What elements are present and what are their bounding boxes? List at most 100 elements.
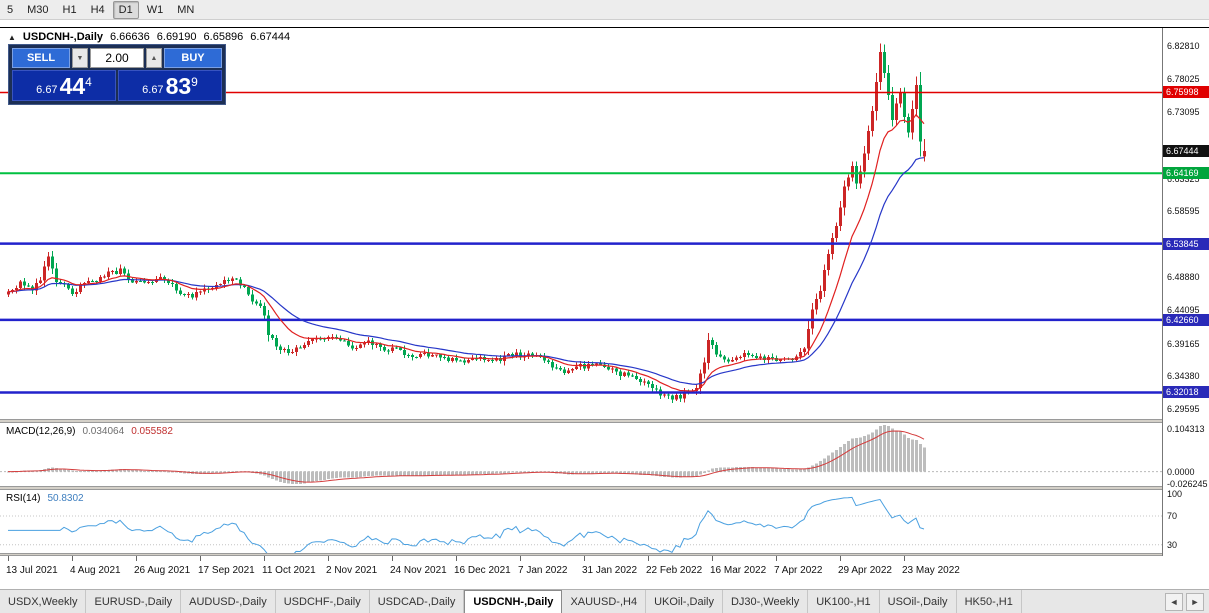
scale-label: 6.78025	[1167, 73, 1200, 84]
scale-label: 6.58595	[1167, 206, 1200, 217]
chart-tab-usdcad-daily[interactable]: USDCAD-,Daily	[370, 590, 465, 613]
time-label: 4 Aug 2021	[70, 565, 121, 576]
timeframe-button-5[interactable]: 5	[7, 3, 14, 16]
rsi-name: RSI(14)	[6, 493, 41, 504]
volume-input[interactable]	[90, 48, 144, 68]
rsi-line	[8, 496, 925, 553]
ma-fast-line	[7, 113, 925, 392]
time-tick	[712, 556, 713, 561]
ma-slow-line	[7, 157, 925, 386]
macd-name: MACD(12,26,9)	[6, 426, 76, 437]
tab-scroll-left-icon[interactable]: ◄	[1165, 592, 1183, 611]
pane-separator[interactable]	[0, 486, 1209, 490]
rsi-pane-svg[interactable]	[0, 490, 1162, 553]
time-label: 11 Oct 2021	[262, 565, 316, 576]
chart-tab-audusd-daily[interactable]: AUDUSD-,Daily	[181, 590, 276, 613]
scale-label: 0.104313	[1167, 424, 1205, 434]
timeframe-button-m30[interactable]: M30	[27, 3, 49, 16]
chart-tab-usdx-weekly[interactable]: USDX,Weekly	[0, 590, 87, 613]
buy-price-pip: 9	[191, 75, 198, 89]
chart-tab-bar: USDX,Weekly EURUSD-,Daily AUDUSD-,Daily USD…	[0, 589, 1209, 613]
scale-label: 6.39165	[1167, 338, 1200, 349]
time-label: 16 Mar 2022	[710, 565, 767, 576]
time-tick	[520, 556, 521, 561]
timeframe-button-d1[interactable]: D1	[112, 0, 139, 19]
time-label: 7 Jan 2022	[518, 565, 568, 576]
chart-tab-uk100-h1[interactable]: UK100-,H1	[808, 590, 880, 613]
time-tick	[584, 556, 585, 561]
chart-tab-eurusd-daily[interactable]: EURUSD-,Daily	[86, 590, 182, 613]
ohlc-open: 6.66636	[110, 31, 150, 43]
time-label: 16 Dec 2021	[454, 565, 511, 576]
chart-frame-line	[0, 27, 1209, 28]
timeframe-button-mn[interactable]: MN	[177, 3, 195, 16]
rsi-value: 50.8302	[47, 493, 84, 504]
chart-tab-hk50-h1[interactable]: HK50-,H1	[957, 590, 1022, 613]
ohlc-high: 6.69190	[156, 31, 197, 43]
chart-tab-usoil-daily[interactable]: USOil-,Daily	[880, 590, 957, 613]
scale-label: 6.82810	[1167, 41, 1200, 51]
time-tick	[328, 556, 329, 561]
chart-tab-dj30-weekly[interactable]: DJ30-,Weekly	[723, 590, 809, 613]
time-tick	[8, 556, 9, 561]
price-line-badge: 6.42660	[1163, 313, 1209, 326]
macd-pane-svg[interactable]	[0, 423, 1162, 486]
price-line-badge: 6.53845	[1163, 237, 1209, 250]
price-line-badge: 6.32018	[1163, 386, 1209, 399]
scale-label: 6.73095	[1167, 107, 1200, 118]
sell-button[interactable]: SELL	[12, 48, 70, 68]
scale-label: 6.48880	[1167, 272, 1200, 283]
volume-increase-button[interactable]: ▲	[146, 48, 162, 68]
buy-price-display[interactable]: 6.67 83 9	[118, 70, 222, 101]
timeframe-bar: 5 M30 H1 H4 D1 W1 MN	[0, 0, 1209, 20]
time-label: 24 Nov 2021	[390, 565, 447, 576]
scale-label: 100	[1167, 489, 1183, 500]
macd-signal-line	[8, 430, 925, 483]
pane-separator[interactable]	[0, 419, 1209, 423]
buy-button[interactable]: BUY	[164, 48, 222, 68]
time-label: 2 Nov 2021	[326, 565, 378, 576]
ohlc-close: 6.67444	[250, 31, 291, 43]
time-label: 31 Jan 2022	[582, 565, 638, 576]
sell-price-pip: 4	[85, 75, 92, 89]
buy-price-big: 83	[165, 73, 192, 99]
scale-label: 6.29595	[1167, 404, 1200, 414]
sell-price-display[interactable]: 6.67 44 4	[12, 70, 116, 101]
time-tick	[904, 556, 905, 561]
main-chart-svg[interactable]	[0, 28, 1162, 419]
scale-label: 6.44095	[1167, 305, 1200, 316]
one-click-trading-panel: SELL ▼ ▲ BUY 6.67 44 4 6.67 83 9	[8, 44, 226, 105]
chart-title: ▲ USDCNH-,Daily 6.66636 6.69190 6.65896 …	[8, 31, 290, 43]
macd-indicator-label: MACD(12,26,9) 0.034064 0.055582	[6, 426, 173, 437]
chart-tab-ukoil-daily[interactable]: UKOil-,Daily	[646, 590, 723, 613]
time-tick	[136, 556, 137, 561]
rsi-indicator-label: RSI(14) 50.8302	[6, 493, 84, 504]
scale-label: 0.0000	[1167, 466, 1195, 477]
time-label: 26 Aug 2021	[134, 565, 191, 576]
pane-separator[interactable]	[0, 553, 1209, 556]
scale-label: 30	[1167, 539, 1178, 550]
collapse-arrow-icon[interactable]: ▲	[8, 32, 16, 42]
scale-label: 70	[1167, 511, 1178, 521]
timeframe-button-h4[interactable]: H4	[90, 3, 105, 16]
time-tick	[648, 556, 649, 561]
chart-tab-xauusd-h4[interactable]: XAUUSD-,H4	[562, 590, 647, 613]
time-label: 7 Apr 2022	[774, 565, 823, 576]
timeframe-button-w1[interactable]: W1	[146, 3, 164, 16]
chart-tab-usdchf-daily[interactable]: USDCHF-,Daily	[276, 590, 370, 613]
volume-decrease-button[interactable]: ▼	[72, 48, 88, 68]
scale-label: 6.34380	[1167, 371, 1200, 382]
chart-tab-usdcnh-daily[interactable]: USDCNH-,Daily	[464, 590, 563, 613]
price-scale[interactable]: 6.828106.780256.730956.633256.585956.488…	[1162, 28, 1209, 556]
time-axis[interactable]: 13 Jul 2021 4 Aug 2021 26 Aug 2021 17 Sep 2…	[0, 556, 1162, 589]
scale-label: -0.026245	[1167, 479, 1208, 490]
time-label: 29 Apr 2022	[838, 565, 892, 576]
price-line-badge: 6.75998	[1163, 86, 1209, 99]
sell-price-prefix: 6.67	[36, 84, 58, 96]
price-line-badge: 6.67444	[1163, 144, 1209, 157]
symbol-period-label: USDCNH-,Daily	[22, 31, 103, 43]
time-tick	[200, 556, 201, 561]
tab-scroll-right-icon[interactable]: ►	[1186, 592, 1204, 611]
timeframe-button-h1[interactable]: H1	[62, 3, 77, 16]
